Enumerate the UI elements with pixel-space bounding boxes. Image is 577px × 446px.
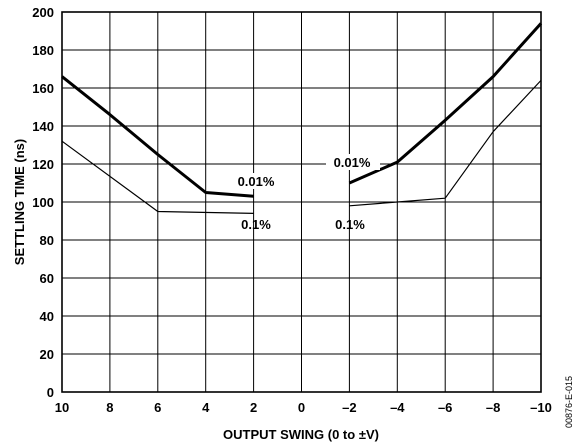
x-tick-label: 0 (298, 400, 305, 415)
y-tick-label: 60 (40, 271, 54, 286)
y-tick-label: 160 (32, 81, 54, 96)
label-0.1-left: 0.1% (241, 217, 271, 232)
y-axis-title: SETTLING TIME (ns) (12, 139, 27, 265)
figure-id: 00876-E-015 (564, 376, 574, 428)
series-line-light-0 (61, 140, 254, 214)
x-tick-label: 10 (55, 400, 69, 415)
label-0.1-right: 0.1% (335, 217, 365, 232)
series-line-heavy-0 (61, 75, 254, 198)
x-tick-label: –6 (438, 400, 452, 415)
series-line-heavy-1 (348, 22, 543, 185)
x-tick-label: –2 (342, 400, 356, 415)
y-tick-label: 40 (40, 309, 54, 324)
y-tick-label: 20 (40, 347, 54, 362)
series-line-light-1 (349, 79, 542, 207)
x-tick-labels: 10 8 6 4 2 0 –2 –4 –6 –8 –10 (55, 400, 552, 415)
x-tick-label: –8 (486, 400, 500, 415)
x-tick-label: 2 (250, 400, 257, 415)
x-tick-label: 4 (202, 400, 210, 415)
chart-series (61, 22, 543, 214)
series-labels: 0.01% 0.1% 0.01% 0.1% (230, 154, 380, 232)
y-tick-label: 100 (32, 195, 54, 210)
x-tick-label: –10 (530, 400, 552, 415)
y-tick-label: 0 (47, 385, 54, 400)
y-tick-label: 120 (32, 157, 54, 172)
chart-grid (61, 11, 542, 393)
x-tick-label: 6 (154, 400, 161, 415)
y-tick-labels: 0 20 40 60 80 100 120 140 160 180 200 (32, 5, 54, 400)
y-tick-label: 180 (32, 43, 54, 58)
label-0.01-left: 0.01% (238, 174, 275, 189)
y-tick-label: 80 (40, 233, 54, 248)
y-tick-label: 200 (32, 5, 54, 20)
y-tick-label: 140 (32, 119, 54, 134)
x-axis-title: OUTPUT SWING (0 to ±V) (223, 427, 379, 442)
plot-frame (61, 11, 542, 393)
x-tick-label: 8 (106, 400, 113, 415)
label-0.01-right: 0.01% (334, 155, 371, 170)
x-tick-label: –4 (390, 400, 405, 415)
